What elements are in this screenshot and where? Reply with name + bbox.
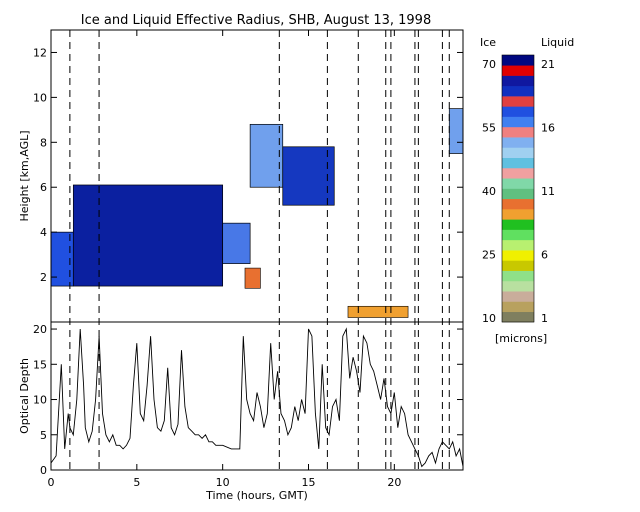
x-axis-label-time: Time (hours, GMT) [205, 489, 308, 502]
colorbar-swatch-12 [502, 188, 534, 200]
colorbar-ice-tick-0: 70 [482, 58, 496, 71]
colorbar-liquid-tick-2: 11 [541, 185, 555, 198]
optical-depth-panel: 0 5 10 15 20 Optical Depth [18, 321, 464, 477]
colorbar-ice-tick-3: 25 [482, 249, 496, 262]
od-tick-label-0: 0 [40, 464, 47, 477]
colorbar-swatch-19 [502, 116, 534, 128]
colorbar-swatch-0 [502, 311, 534, 323]
optical-depth-line [50, 327, 464, 468]
height-tick-label-2: 6 [40, 181, 47, 194]
colorbar-liquid-tick-0: 21 [541, 58, 555, 71]
od-tick-label-3: 15 [33, 358, 47, 371]
od-tick-label-2: 10 [33, 394, 47, 407]
height-ticks: 2 4 6 8 10 12 [33, 46, 463, 284]
time-ticks: 0 5 10 15 20 [48, 30, 401, 489]
colorbar-swatch-11 [502, 198, 534, 210]
colorbar-swatch-8 [502, 229, 534, 241]
height-tick-label-4: 10 [33, 91, 47, 104]
effective-radius-panel: 2 4 6 8 10 12 Height [km,AGL] [18, 29, 464, 323]
colorbar-swatch-4 [502, 270, 534, 282]
colorbar-liquid-tick-3: 6 [541, 249, 548, 262]
od-tick-label-1: 5 [40, 429, 47, 442]
colorbar-units: [microns] [495, 332, 547, 345]
colorbar-swatch-14 [502, 167, 534, 179]
time-tick-label-1: 5 [133, 476, 140, 489]
liquid-region-0 [244, 267, 261, 289]
time-tick-label-2: 10 [216, 476, 230, 489]
colorbar-label-ice: Ice [480, 36, 496, 49]
colorbar-swatch-15 [502, 157, 534, 169]
colorbar-swatch-9 [502, 219, 534, 230]
colorbar-liquid-tick-1: 16 [541, 122, 555, 135]
colorbar-swatch-3 [502, 280, 534, 292]
ice-region-3 [249, 123, 284, 188]
colorbar-swatch-18 [502, 126, 534, 138]
y-axis-label-height: Height [km,AGL] [18, 130, 31, 221]
optical-depth-ticks: 0 5 10 15 20 [33, 323, 463, 477]
colorbar-swatch-2 [502, 291, 534, 302]
liquid-region-1 [347, 305, 409, 318]
colorbar-swatch-1 [502, 301, 534, 313]
colorbar-swatch-20 [502, 106, 534, 117]
time-tick-label-4: 20 [387, 476, 401, 489]
ice-region-5 [448, 108, 464, 154]
vertical-marker-lines [69, 30, 450, 470]
height-tick-label-3: 8 [40, 136, 47, 149]
colorbar-label-liquid: Liquid [541, 36, 574, 49]
colorbar-swatch-6 [502, 250, 534, 261]
effective-radius-regions [50, 108, 464, 318]
ice-region-4 [282, 146, 335, 206]
colorbar-swatch-25 [502, 55, 534, 66]
colorbar-swatch-23 [502, 75, 534, 87]
colorbar-swatch-5 [502, 260, 534, 271]
colorbar-ice-tick-1: 55 [482, 122, 496, 135]
colorbar-swatch-7 [502, 239, 534, 251]
colorbar-frame [501, 54, 535, 323]
colorbar-swatch-22 [502, 85, 534, 97]
chart-title: Ice and Liquid Effective Radius, SHB, Au… [81, 13, 431, 28]
y-axis-label-optical-depth: Optical Depth [18, 358, 31, 434]
colorbar-ice-tick-4: 10 [482, 312, 496, 325]
colorbar-swatch-24 [502, 65, 534, 76]
colorbar-liquid-tick-4: 1 [541, 312, 548, 325]
ice-region-1 [72, 184, 224, 287]
colorbar: Ice Liquid 70 55 40 25 10 21 16 11 6 1 [microns] [480, 36, 574, 345]
od-tick-label-4: 20 [33, 323, 47, 336]
colorbar-ice-tick-2: 40 [482, 185, 496, 198]
colorbar-swatch-21 [502, 96, 534, 107]
colorbar-swatch-10 [502, 209, 534, 220]
colorbar-swatch-17 [502, 137, 534, 148]
colorbar-swatch-16 [502, 147, 534, 158]
colorbar-ticks: 70 55 40 25 10 21 16 11 6 1 [482, 58, 555, 325]
bottom-plot-frame [50, 321, 464, 471]
height-tick-label-0: 2 [40, 271, 47, 284]
height-tick-label-1: 4 [40, 226, 47, 239]
height-tick-label-5: 12 [33, 46, 47, 59]
colorbar-swatches [502, 55, 534, 323]
time-tick-label-0: 0 [48, 476, 55, 489]
ice-region-2 [222, 222, 251, 264]
colorbar-swatch-13 [502, 178, 534, 189]
time-tick-label-3: 15 [302, 476, 316, 489]
